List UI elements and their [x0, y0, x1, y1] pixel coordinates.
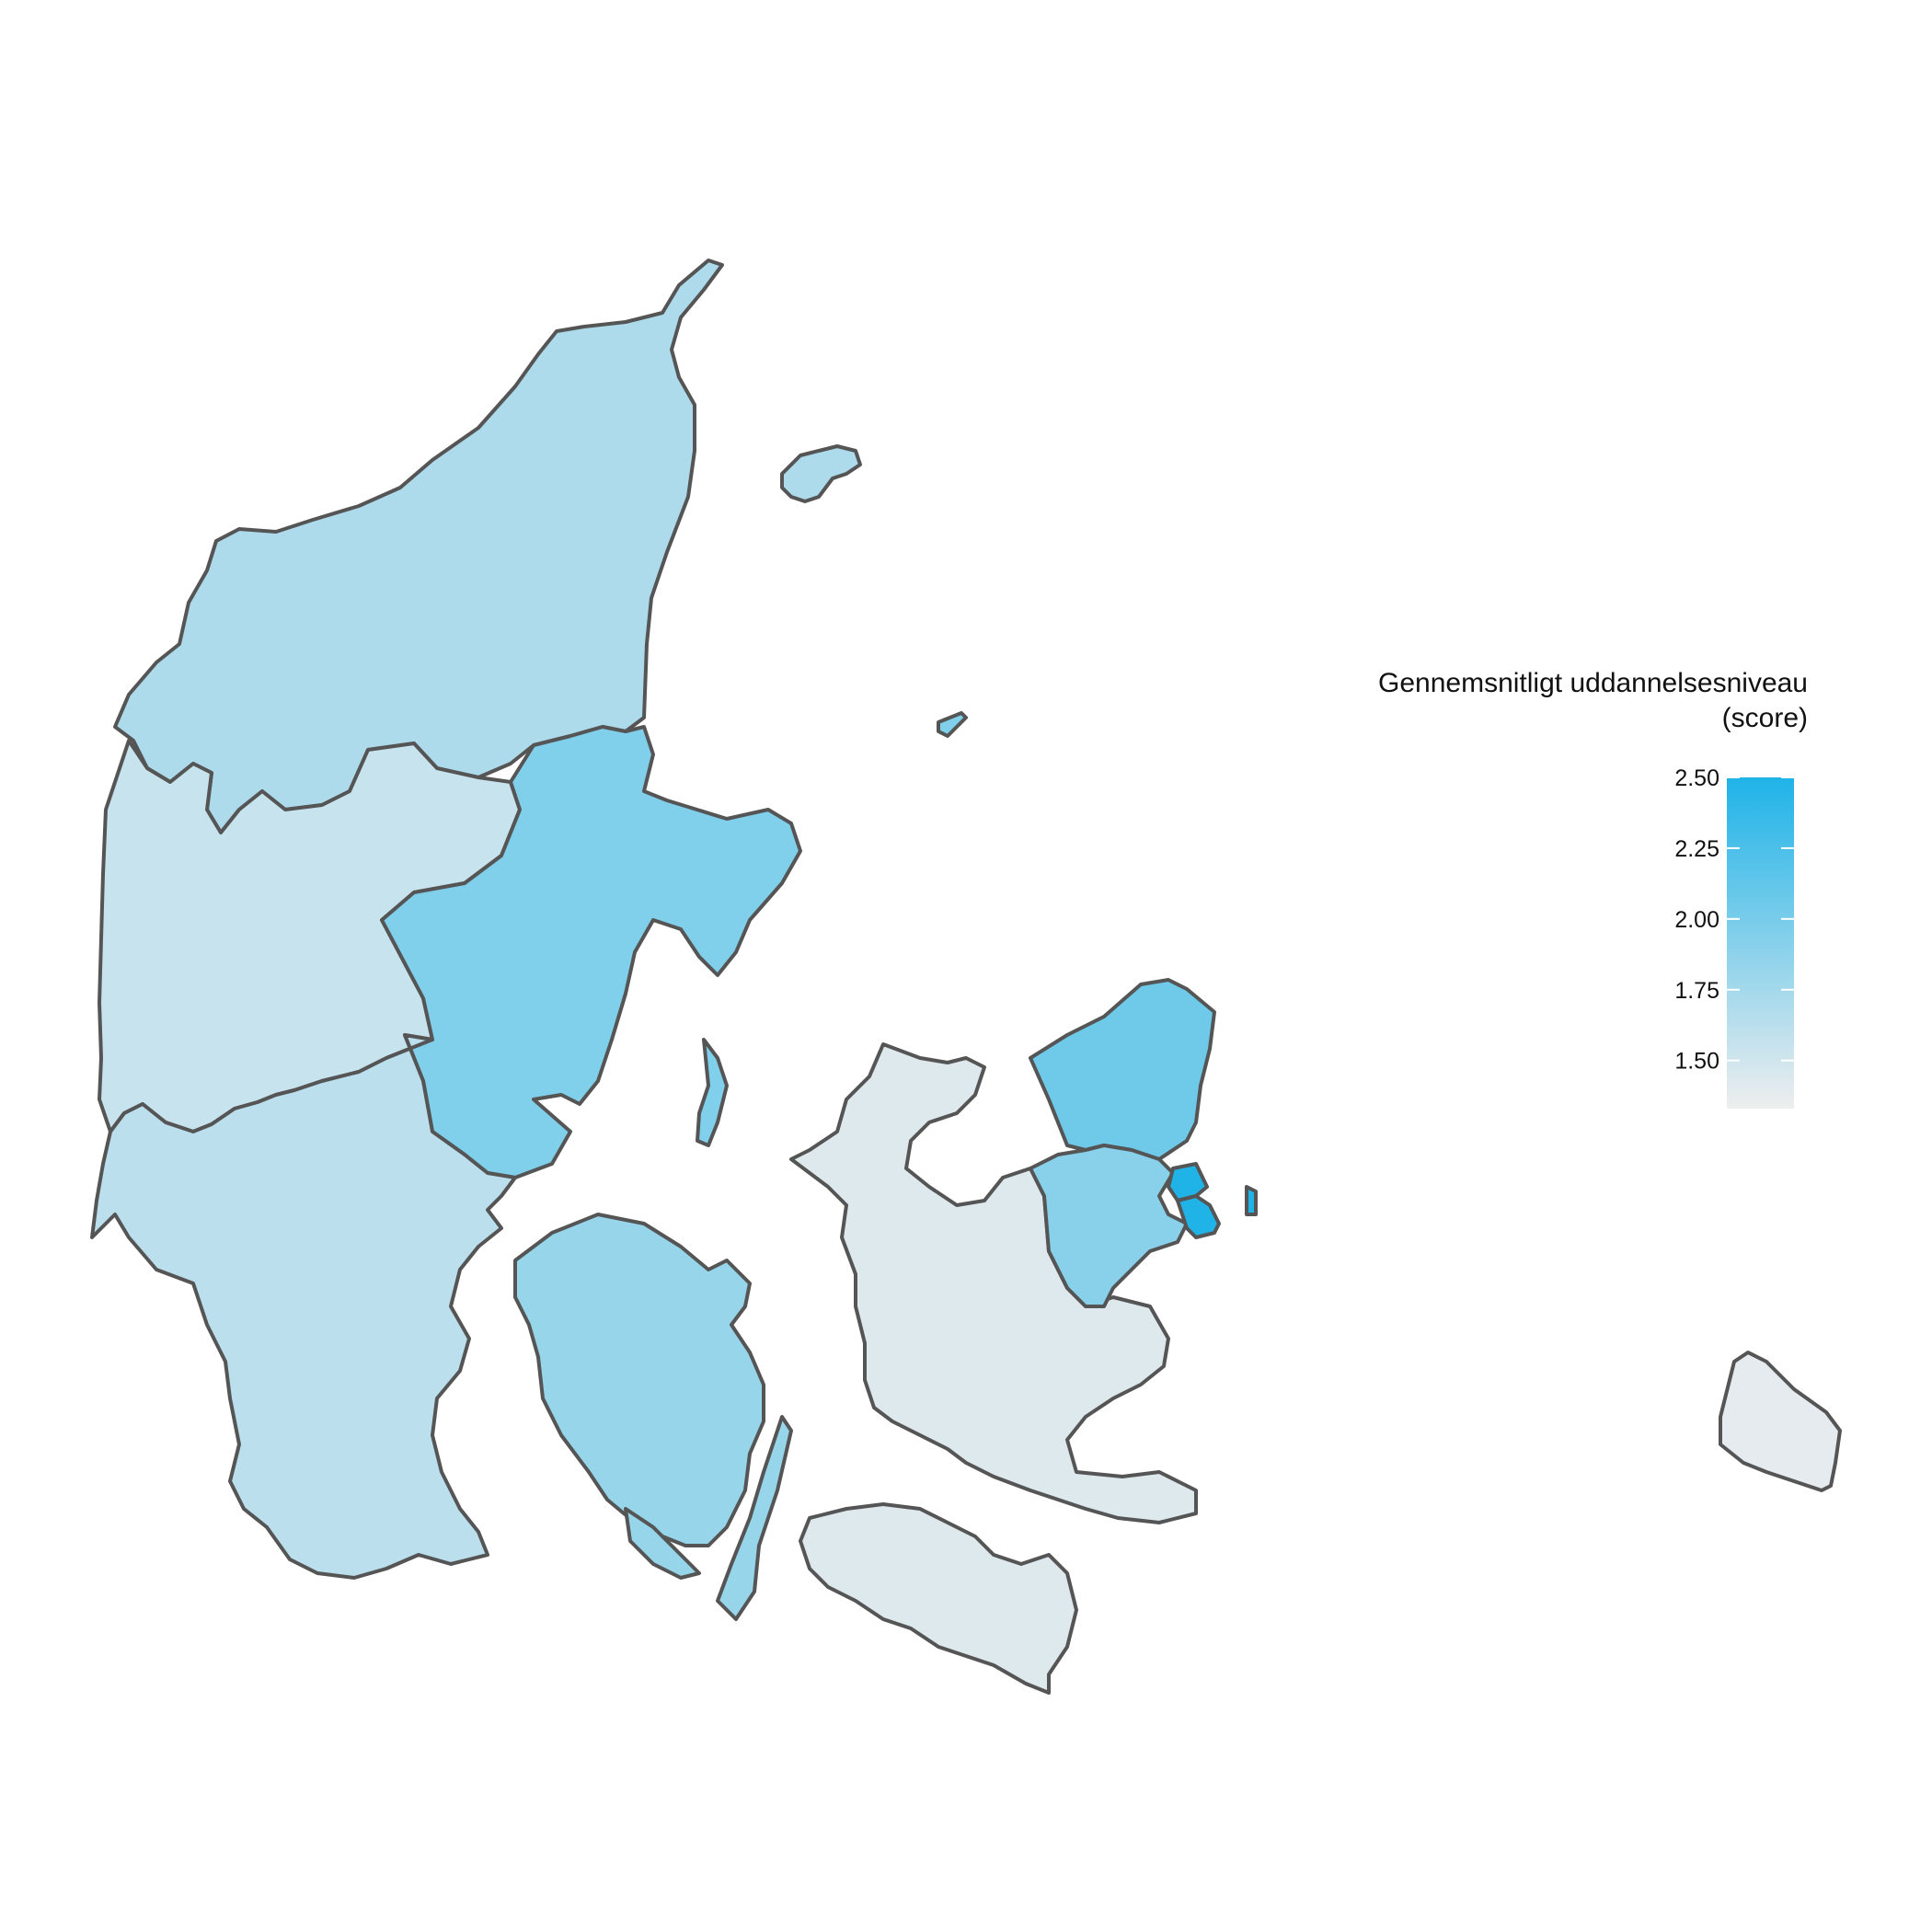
region-frederiksberg[interactable] [1176, 1194, 1221, 1239]
region-anholt[interactable] [937, 711, 968, 738]
map-regions [90, 259, 1842, 1695]
legend-color-bar [1727, 777, 1794, 1109]
legend-tick-label: 1.75 [1674, 978, 1719, 1004]
region-samsoe[interactable] [696, 1038, 729, 1147]
legend-title-line2: (score) [1722, 703, 1808, 733]
region-nordsjaelland[interactable] [1029, 978, 1216, 1161]
region-koebenhavn[interactable] [1167, 1162, 1209, 1202]
region-aeroe[interactable] [624, 1507, 701, 1580]
region-amager[interactable] [1245, 1185, 1258, 1216]
region-langeland[interactable] [716, 1415, 793, 1621]
legend-tick-label: 2.50 [1674, 765, 1719, 791]
color-legend: Gennemsnitligt uddannelsesniveau (score)… [1378, 668, 1808, 1109]
region-fyn[interactable] [513, 1213, 765, 1547]
legend-tick-label: 1.50 [1674, 1049, 1719, 1075]
region-sydjylland[interactable] [90, 1033, 517, 1580]
legend-tick-label: 2.00 [1674, 907, 1719, 933]
region-vestsjaelland[interactable] [789, 1042, 1198, 1524]
region-oestjylland[interactable] [380, 725, 802, 1179]
region-oestsjaelland[interactable] [1029, 1144, 1189, 1308]
legend-ticks: 2.50 2.25 2.00 1.75 1.50 [1674, 765, 1794, 1075]
legend-tick-label: 2.25 [1674, 836, 1719, 862]
region-bornholm[interactable] [1719, 1351, 1842, 1492]
region-lolland-falster[interactable] [799, 1502, 1078, 1695]
legend-title-line1: Gennemsnitligt uddannelsesniveau [1378, 668, 1808, 698]
region-laesoe[interactable] [780, 444, 862, 503]
